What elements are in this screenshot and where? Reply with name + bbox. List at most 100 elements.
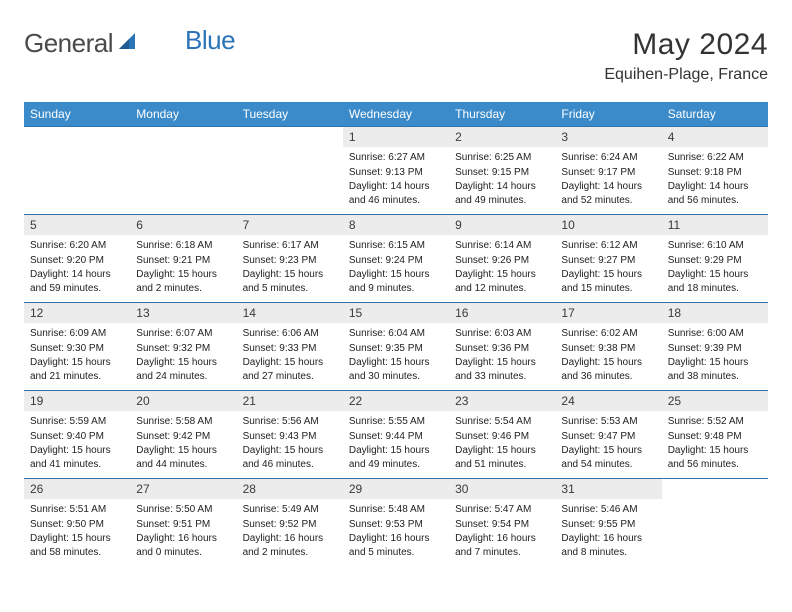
weekday-header: Friday: [555, 102, 661, 127]
day-number: 14: [237, 303, 343, 323]
sunset-line: Sunset: 9:38 PM: [561, 342, 655, 356]
weekday-header: Monday: [130, 102, 236, 127]
sunset-line: Sunset: 9:43 PM: [243, 430, 337, 444]
day-number: 6: [130, 215, 236, 235]
day-details: Sunrise: 5:58 AMSunset: 9:42 PMDaylight:…: [130, 411, 236, 478]
sunrise-line: Sunrise: 6:09 AM: [30, 327, 124, 341]
daylight-line: Daylight: 16 hours and 7 minutes.: [455, 532, 549, 559]
sunset-line: Sunset: 9:23 PM: [243, 254, 337, 268]
day-number: 29: [343, 479, 449, 499]
sunset-line: Sunset: 9:29 PM: [668, 254, 762, 268]
day-number: 27: [130, 479, 236, 499]
sunset-line: Sunset: 9:53 PM: [349, 518, 443, 532]
day-number: 20: [130, 391, 236, 411]
day-details: Sunrise: 6:14 AMSunset: 9:26 PMDaylight:…: [449, 235, 555, 302]
sunrise-line: Sunrise: 6:25 AM: [455, 151, 549, 165]
logo-text-blue: Blue: [185, 25, 235, 56]
day-details: Sunrise: 6:20 AMSunset: 9:20 PMDaylight:…: [24, 235, 130, 302]
sunrise-line: Sunrise: 6:04 AM: [349, 327, 443, 341]
calendar-table: SundayMondayTuesdayWednesdayThursdayFrid…: [24, 102, 768, 566]
calendar-day-cell: 23Sunrise: 5:54 AMSunset: 9:46 PMDayligh…: [449, 391, 555, 479]
calendar-page: General Blue May 2024 Equihen-Plage, Fra…: [0, 0, 792, 586]
calendar-day-cell: 26Sunrise: 5:51 AMSunset: 9:50 PMDayligh…: [24, 479, 130, 567]
day-number: 2: [449, 127, 555, 147]
day-details: Sunrise: 6:22 AMSunset: 9:18 PMDaylight:…: [662, 147, 768, 214]
sunset-line: Sunset: 9:39 PM: [668, 342, 762, 356]
sunrise-line: Sunrise: 5:54 AM: [455, 415, 549, 429]
day-number: 18: [662, 303, 768, 323]
sunset-line: Sunset: 9:13 PM: [349, 166, 443, 180]
daylight-line: Daylight: 14 hours and 59 minutes.: [30, 268, 124, 295]
sunrise-line: Sunrise: 6:15 AM: [349, 239, 443, 253]
sunset-line: Sunset: 9:18 PM: [668, 166, 762, 180]
daylight-line: Daylight: 16 hours and 0 minutes.: [136, 532, 230, 559]
day-number: 23: [449, 391, 555, 411]
daylight-line: Daylight: 15 hours and 9 minutes.: [349, 268, 443, 295]
sunrise-line: Sunrise: 5:58 AM: [136, 415, 230, 429]
daylight-line: Daylight: 15 hours and 5 minutes.: [243, 268, 337, 295]
calendar-day-cell: 15Sunrise: 6:04 AMSunset: 9:35 PMDayligh…: [343, 303, 449, 391]
calendar-day-cell: 31Sunrise: 5:46 AMSunset: 9:55 PMDayligh…: [555, 479, 661, 567]
day-number: 3: [555, 127, 661, 147]
weekday-header: Tuesday: [237, 102, 343, 127]
day-details: Sunrise: 5:54 AMSunset: 9:46 PMDaylight:…: [449, 411, 555, 478]
sunrise-line: Sunrise: 5:49 AM: [243, 503, 337, 517]
day-number: 26: [24, 479, 130, 499]
weekday-header: Thursday: [449, 102, 555, 127]
calendar-day-cell: 16Sunrise: 6:03 AMSunset: 9:36 PMDayligh…: [449, 303, 555, 391]
day-details: Sunrise: 6:02 AMSunset: 9:38 PMDaylight:…: [555, 323, 661, 390]
sunrise-line: Sunrise: 5:48 AM: [349, 503, 443, 517]
sunrise-line: Sunrise: 5:56 AM: [243, 415, 337, 429]
daylight-line: Daylight: 15 hours and 41 minutes.: [30, 444, 124, 471]
day-number: 17: [555, 303, 661, 323]
day-details: Sunrise: 6:09 AMSunset: 9:30 PMDaylight:…: [24, 323, 130, 390]
calendar-day-cell: 1Sunrise: 6:27 AMSunset: 9:13 PMDaylight…: [343, 127, 449, 215]
sunrise-line: Sunrise: 6:06 AM: [243, 327, 337, 341]
calendar-day-cell: [662, 479, 768, 567]
daylight-line: Daylight: 15 hours and 58 minutes.: [30, 532, 124, 559]
daylight-line: Daylight: 15 hours and 51 minutes.: [455, 444, 549, 471]
calendar-day-cell: 13Sunrise: 6:07 AMSunset: 9:32 PMDayligh…: [130, 303, 236, 391]
daylight-line: Daylight: 15 hours and 12 minutes.: [455, 268, 549, 295]
day-number: 30: [449, 479, 555, 499]
sunset-line: Sunset: 9:54 PM: [455, 518, 549, 532]
weekday-header: Sunday: [24, 102, 130, 127]
calendar-day-cell: 24Sunrise: 5:53 AMSunset: 9:47 PMDayligh…: [555, 391, 661, 479]
daylight-line: Daylight: 15 hours and 54 minutes.: [561, 444, 655, 471]
calendar-day-cell: 9Sunrise: 6:14 AMSunset: 9:26 PMDaylight…: [449, 215, 555, 303]
calendar-day-cell: 6Sunrise: 6:18 AMSunset: 9:21 PMDaylight…: [130, 215, 236, 303]
day-number: 13: [130, 303, 236, 323]
day-details: Sunrise: 6:17 AMSunset: 9:23 PMDaylight:…: [237, 235, 343, 302]
day-details: Sunrise: 6:10 AMSunset: 9:29 PMDaylight:…: [662, 235, 768, 302]
day-details: Sunrise: 6:27 AMSunset: 9:13 PMDaylight:…: [343, 147, 449, 214]
calendar-day-cell: 19Sunrise: 5:59 AMSunset: 9:40 PMDayligh…: [24, 391, 130, 479]
day-number: 25: [662, 391, 768, 411]
daylight-line: Daylight: 15 hours and 33 minutes.: [455, 356, 549, 383]
calendar-day-cell: 3Sunrise: 6:24 AMSunset: 9:17 PMDaylight…: [555, 127, 661, 215]
calendar-week-row: 19Sunrise: 5:59 AMSunset: 9:40 PMDayligh…: [24, 391, 768, 479]
day-number: 1: [343, 127, 449, 147]
calendar-day-cell: 30Sunrise: 5:47 AMSunset: 9:54 PMDayligh…: [449, 479, 555, 567]
sunrise-line: Sunrise: 5:53 AM: [561, 415, 655, 429]
sunset-line: Sunset: 9:48 PM: [668, 430, 762, 444]
day-number: 5: [24, 215, 130, 235]
day-details: Sunrise: 5:50 AMSunset: 9:51 PMDaylight:…: [130, 499, 236, 566]
sunset-line: Sunset: 9:46 PM: [455, 430, 549, 444]
logo: General Blue: [24, 28, 235, 59]
month-title: May 2024: [604, 28, 768, 62]
daylight-line: Daylight: 15 hours and 21 minutes.: [30, 356, 124, 383]
day-number: 8: [343, 215, 449, 235]
sunset-line: Sunset: 9:24 PM: [349, 254, 443, 268]
sunset-line: Sunset: 9:55 PM: [561, 518, 655, 532]
sunrise-line: Sunrise: 6:12 AM: [561, 239, 655, 253]
sunset-line: Sunset: 9:20 PM: [30, 254, 124, 268]
weekday-header: Saturday: [662, 102, 768, 127]
sunrise-line: Sunrise: 5:52 AM: [668, 415, 762, 429]
day-details: Sunrise: 6:07 AMSunset: 9:32 PMDaylight:…: [130, 323, 236, 390]
day-details: Sunrise: 5:48 AMSunset: 9:53 PMDaylight:…: [343, 499, 449, 566]
sunset-line: Sunset: 9:44 PM: [349, 430, 443, 444]
day-number: 7: [237, 215, 343, 235]
sunrise-line: Sunrise: 6:17 AM: [243, 239, 337, 253]
calendar-day-cell: 5Sunrise: 6:20 AMSunset: 9:20 PMDaylight…: [24, 215, 130, 303]
sunset-line: Sunset: 9:40 PM: [30, 430, 124, 444]
